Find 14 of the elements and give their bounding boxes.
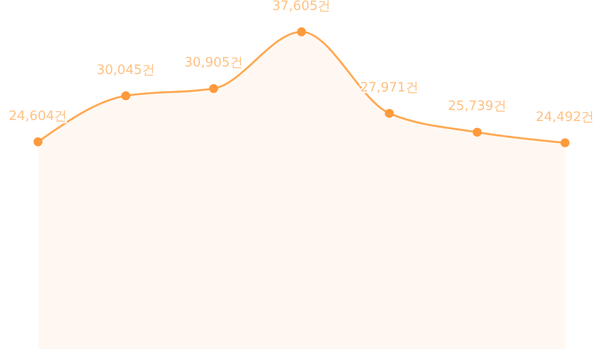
point bbox=[33, 137, 43, 146]
data-label: 30,045건 bbox=[96, 62, 156, 78]
point bbox=[209, 84, 218, 94]
point bbox=[121, 91, 130, 100]
data-label: 30,905건 bbox=[184, 56, 243, 71]
point bbox=[296, 27, 306, 36]
point bbox=[472, 128, 482, 137]
data-label: 27,971건 bbox=[360, 80, 419, 96]
data-label: 37,605건 bbox=[272, 0, 331, 14]
point bbox=[560, 138, 570, 148]
data-label: 25,739건 bbox=[448, 99, 506, 114]
data-label: 24,604건 bbox=[8, 108, 68, 124]
data-label: 24,492건 bbox=[536, 110, 594, 125]
point bbox=[384, 108, 394, 118]
